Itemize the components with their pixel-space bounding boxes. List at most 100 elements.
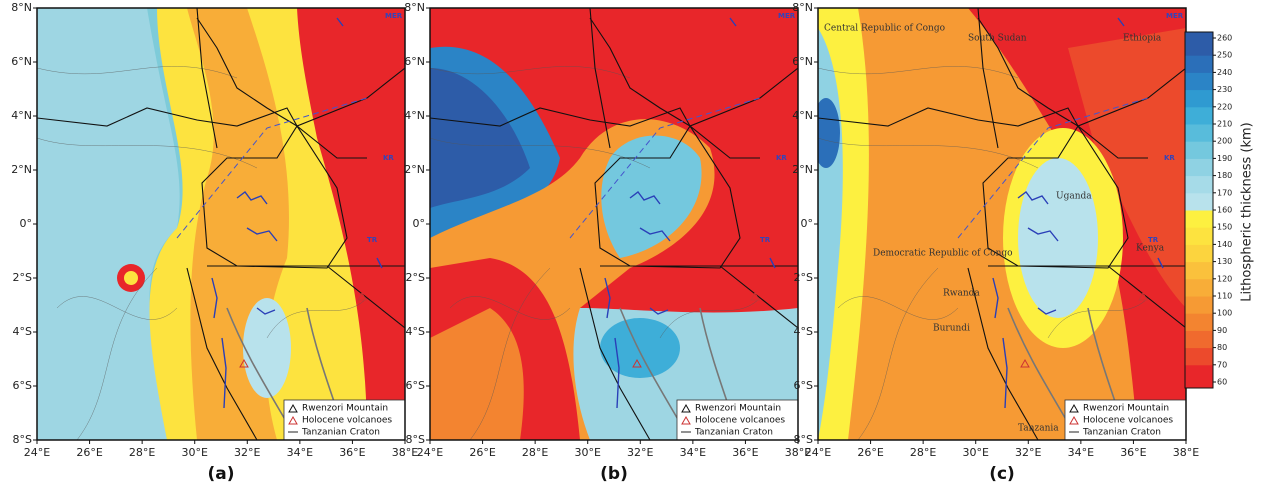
x-tick-label: 28°E: [910, 446, 936, 459]
colorbar-segment: [1185, 124, 1213, 142]
colorbar-end: [1185, 32, 1213, 38]
colorbar-segment: [1185, 141, 1213, 159]
colorbar: Lithospheric thickness (km) 60 70 80 90 100 1…: [1184, 31, 1255, 389]
x-tick-label: 38°E: [785, 446, 811, 459]
colorbar-tick-label: 60: [1217, 378, 1227, 387]
x-tick-label: 26°E: [469, 446, 495, 459]
y-tick-label: 4°N: [792, 109, 813, 122]
y-tick-label: 2°S: [794, 271, 813, 284]
country-label: Ethiopia: [1123, 34, 1162, 44]
x-tick-label: 34°E: [1068, 446, 1094, 459]
colorbar-segment: [1185, 244, 1213, 263]
colorbar-tick-label: 110: [1217, 292, 1232, 301]
colorbar-segment: [1185, 364, 1213, 383]
panel-label: (b): [600, 464, 628, 484]
colorbar-tick-label: 120: [1217, 274, 1232, 283]
legend-entry: Tanzanian Craton: [1082, 428, 1161, 438]
x-tick-label: 24°E: [417, 446, 443, 459]
y-tick-label: 4°S: [13, 325, 32, 338]
country-label: Democratic Republic of Congo: [873, 249, 1013, 259]
y-tick-label: 6°S: [406, 379, 425, 392]
colorbar-segment: [1185, 72, 1213, 91]
colorbar-segment: [1185, 347, 1213, 366]
colorbar-label: Lithospheric thickness (km): [1240, 122, 1255, 302]
x-tick-label: 28°E: [129, 446, 155, 459]
x-tick-label: 24°E: [805, 446, 831, 459]
x-tick-label: 32°E: [1015, 446, 1041, 459]
y-tick-label: 0°: [413, 217, 426, 230]
x-tick-label: 36°E: [732, 446, 758, 459]
colorbar-segment: [1185, 89, 1213, 108]
panel-a: [36, 7, 406, 441]
colorbar-tick-label: 90: [1217, 326, 1227, 335]
panel-label: (c): [989, 464, 1015, 484]
panel-b: [429, 7, 799, 441]
x-tick-label: 24°E: [24, 446, 50, 459]
colorbar-tick-label: 200: [1217, 137, 1232, 146]
colorbar-end: [1185, 382, 1213, 388]
country-label: Tanzania: [1018, 424, 1059, 434]
country-label: Central Republic of Congo: [824, 24, 945, 34]
colorbar-segment: [1185, 313, 1213, 331]
y-tick-label: 0°: [20, 217, 33, 230]
colorbar-segment: [1185, 158, 1213, 177]
colorbar-tick-label: 150: [1217, 223, 1232, 232]
x-tick-label: 32°E: [234, 446, 260, 459]
y-tick-label: 6°S: [13, 379, 32, 392]
x-tick-label: 36°E: [339, 446, 365, 459]
colorbar-tick-label: 260: [1217, 34, 1232, 43]
colorbar-tick-label: 240: [1217, 68, 1232, 77]
legend-entry: Tanzanian Craton: [301, 428, 380, 438]
colorbar-segment: [1185, 55, 1213, 73]
legend-entry: Holocene volcanoes: [695, 416, 785, 426]
colorbar-segment: [1185, 175, 1213, 194]
region-label: TR: [1148, 236, 1159, 244]
region-label: TR: [367, 236, 378, 244]
y-tick-label: 8°N: [792, 1, 813, 14]
region-label: KR: [776, 154, 787, 162]
y-tick-label: 2°S: [406, 271, 425, 284]
panel-annotations: 24°E 26°E 28°E 30°E 32°E 34°E 36°E 38°E 8°N 6°N 4°…: [11, 1, 418, 484]
x-tick-label: 36°E: [1120, 446, 1146, 459]
legend-entry: Rwenzori Mountain: [695, 404, 781, 414]
legend-entry: Rwenzori Mountain: [302, 404, 388, 414]
region-label: KR: [1164, 154, 1175, 162]
legend-entry: Tanzanian Craton: [694, 428, 773, 438]
region-label: MER: [385, 12, 403, 20]
panel-label: (a): [207, 464, 234, 484]
colorbar-tick-label: 180: [1217, 171, 1232, 180]
region-label: KR: [383, 154, 394, 162]
region-label: MER: [1166, 12, 1184, 20]
colorbar-segment: [1185, 192, 1213, 211]
y-tick-label: 6°N: [404, 55, 425, 68]
y-tick-label: 4°N: [11, 109, 32, 122]
colorbar-tick-label: 230: [1217, 85, 1232, 94]
colorbar-tick-label: 100: [1217, 309, 1232, 318]
colorbar-segment: [1185, 227, 1213, 245]
colorbar-segment: [1185, 261, 1213, 280]
x-tick-label: 30°E: [181, 446, 207, 459]
x-tick-label: 38°E: [1173, 446, 1199, 459]
legend-entry: Holocene volcanoes: [302, 416, 392, 426]
y-tick-label: 2°N: [11, 163, 32, 176]
colorbar-tick-label: 70: [1217, 360, 1227, 369]
x-tick-label: 30°E: [962, 446, 988, 459]
country-label: Kenya: [1136, 244, 1165, 254]
x-tick-label: 32°E: [627, 446, 653, 459]
y-tick-label: 0°: [801, 217, 814, 230]
y-tick-label: 8°S: [13, 433, 32, 446]
colorbar-tick-label: 160: [1217, 206, 1232, 215]
y-tick-label: 8°S: [406, 433, 425, 446]
y-tick-label: 6°N: [11, 55, 32, 68]
x-tick-label: 26°E: [76, 446, 102, 459]
colorbar-segment: [1185, 38, 1213, 56]
y-tick-label: 8°S: [794, 433, 813, 446]
panel-annotations: 24°E 26°E 28°E 30°E 32°E 34°E 36°E 38°E 8°N 6°N 4°…: [404, 1, 811, 484]
region-label: MER: [778, 12, 796, 20]
colorbar-tick-label: 80: [1217, 343, 1227, 352]
y-tick-label: 8°N: [11, 1, 32, 14]
colorbar-tick-label: 250: [1217, 51, 1232, 60]
panel-annotations: 24°E 26°E 28°E 30°E 32°E 34°E 36°E 38°E 8°N 6°N 4°…: [792, 1, 1199, 484]
colorbar-segment: [1185, 106, 1213, 125]
